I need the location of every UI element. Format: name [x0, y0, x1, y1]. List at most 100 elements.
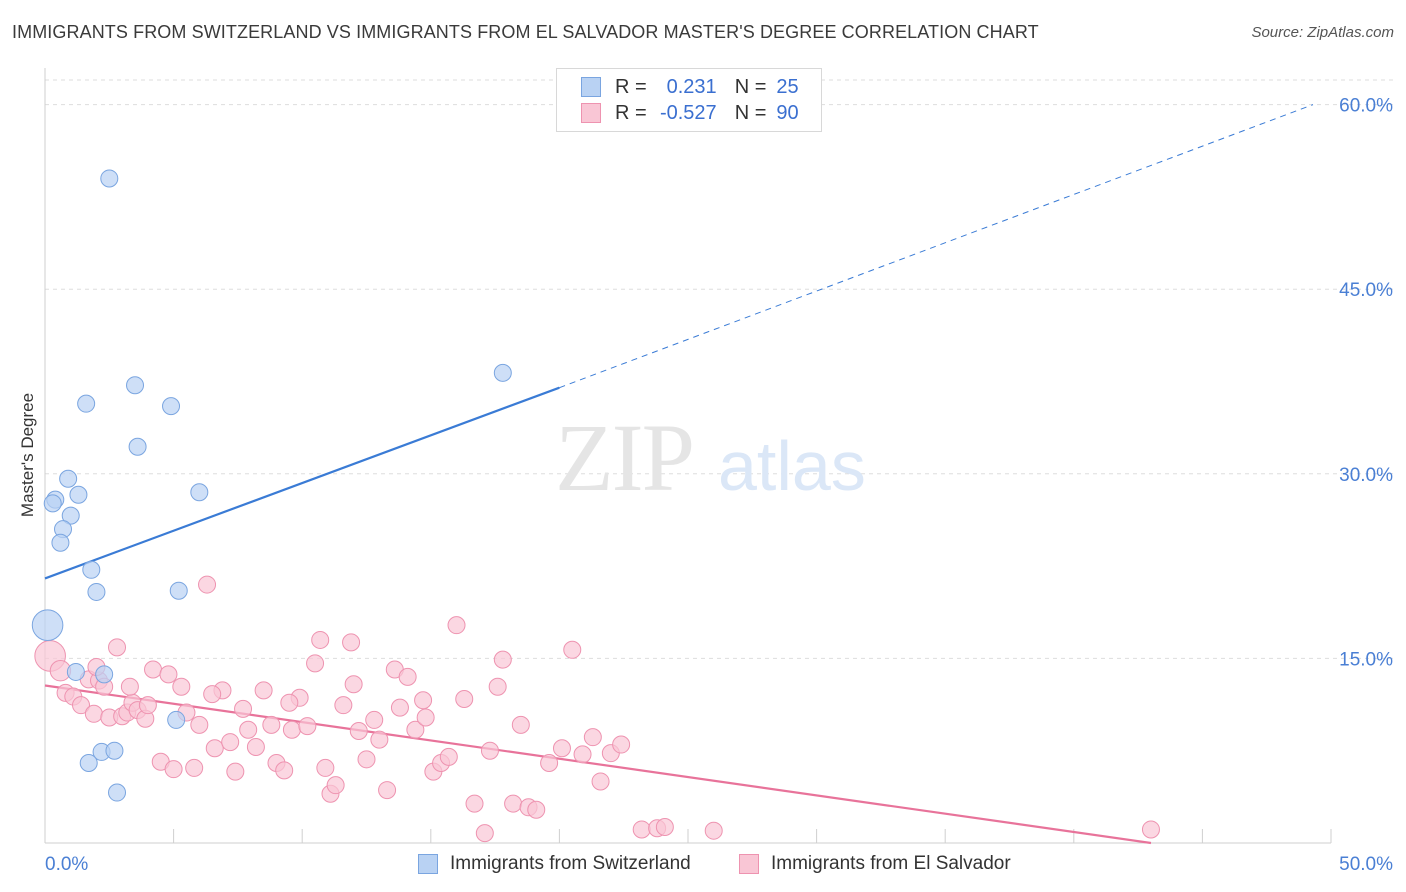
- point-switzerland: [59, 469, 78, 488]
- point-el-salvador: [298, 717, 317, 736]
- point-el-salvador: [144, 660, 163, 679]
- point-el-salvador: [475, 824, 494, 843]
- point-el-salvador: [306, 654, 325, 673]
- bottom-legend-el-salvador: Immigrants from El Salvador: [739, 852, 1011, 876]
- point-el-salvador: [390, 698, 409, 717]
- y-axis-label: Master's Degree: [18, 393, 37, 517]
- point-el-salvador: [573, 745, 592, 764]
- point-switzerland: [51, 533, 70, 552]
- point-switzerland: [493, 363, 512, 382]
- point-el-salvador: [406, 720, 425, 739]
- point-el-salvador: [72, 696, 91, 715]
- point-el-salvador: [612, 735, 631, 754]
- point-switzerland: [162, 397, 181, 416]
- point-switzerland: [100, 169, 119, 188]
- point-el-salvador: [282, 720, 301, 739]
- point-el-salvador: [226, 762, 245, 781]
- point-el-salvador: [221, 733, 240, 752]
- trend-lines: [44, 104, 1314, 845]
- chart-title: IMMIGRANTS FROM SWITZERLAND VS IMMIGRANT…: [12, 22, 1039, 42]
- r-value-el-salvador: -0.527: [659, 101, 717, 124]
- n-label: N =: [734, 101, 767, 124]
- y-tick-label: 15.0%: [1339, 649, 1393, 670]
- point-switzerland: [190, 483, 209, 502]
- point-el-salvador: [334, 696, 353, 715]
- source-label: Source: ZipAtlas.com: [1251, 24, 1394, 41]
- point-switzerland: [108, 783, 127, 802]
- point-switzerland: [126, 376, 145, 395]
- point-el-salvador: [205, 739, 224, 758]
- point-el-salvador: [280, 693, 299, 712]
- point-el-salvador: [414, 691, 433, 710]
- n-value-switzerland: 25: [776, 75, 799, 98]
- point-el-salvador: [239, 720, 258, 739]
- point-el-salvador: [511, 715, 530, 734]
- point-el-salvador: [416, 708, 435, 727]
- point-el-salvador: [108, 638, 127, 657]
- point-switzerland: [66, 662, 85, 681]
- point-el-salvador: [583, 728, 602, 747]
- point-el-salvador: [480, 741, 499, 760]
- point-el-salvador: [172, 677, 191, 696]
- point-el-salvador: [120, 677, 139, 696]
- r-label: R =: [615, 101, 647, 124]
- point-el-salvador: [563, 640, 582, 659]
- point-el-salvador: [262, 715, 281, 734]
- point-el-salvador: [311, 630, 330, 649]
- point-switzerland: [43, 494, 62, 513]
- series-switzerland: [31, 169, 512, 802]
- bottom-legend-label-switzerland: Immigrants from Switzerland: [450, 853, 691, 874]
- point-el-salvador: [370, 730, 389, 749]
- point-el-salvador: [632, 820, 651, 839]
- gridlines: [45, 79, 1395, 659]
- point-el-salvador: [704, 821, 723, 840]
- watermark-atlas: atlas: [718, 427, 866, 505]
- point-el-salvador: [344, 675, 363, 694]
- point-el-salvador: [1141, 820, 1160, 839]
- trend-line-switzerland: [44, 386, 560, 580]
- trend-extension-switzerland: [559, 104, 1314, 389]
- point-el-salvador: [349, 722, 368, 741]
- r-value-switzerland: 0.231: [666, 75, 717, 98]
- point-el-salvador: [455, 690, 474, 709]
- x-tick-label: 0.0%: [45, 854, 88, 875]
- point-el-salvador: [357, 750, 376, 769]
- point-switzerland: [87, 582, 106, 601]
- point-switzerland: [105, 741, 124, 760]
- y-tick-label: 60.0%: [1339, 96, 1393, 117]
- watermark-zip: ZIP: [555, 404, 693, 511]
- point-el-salvador: [504, 794, 523, 813]
- point-switzerland: [82, 560, 101, 579]
- axes: [44, 68, 1332, 844]
- point-el-salvador: [84, 704, 103, 723]
- bottom-legend-swatch-switzerland: [418, 854, 438, 874]
- point-el-salvador: [365, 710, 384, 729]
- trend-line-el-salvador: [44, 684, 1152, 845]
- point-el-salvador: [326, 776, 345, 795]
- point-el-salvador: [488, 677, 507, 696]
- x-tick-label: 50.0%: [1339, 854, 1393, 875]
- point-el-salvador: [540, 754, 559, 773]
- legend-row-switzerland: R = 0.231 N = 25: [581, 74, 799, 100]
- point-el-salvador: [164, 760, 183, 779]
- point-switzerland: [167, 710, 186, 729]
- point-switzerland: [128, 437, 147, 456]
- point-el-salvador: [398, 667, 417, 686]
- point-el-salvador: [275, 761, 294, 780]
- point-el-salvador: [185, 758, 204, 777]
- point-el-salvador: [342, 633, 361, 652]
- point-el-salvador: [655, 818, 674, 837]
- y-tick-label: 30.0%: [1339, 465, 1393, 486]
- r-label: R =: [615, 75, 647, 98]
- tick-labels: 15.0% 30.0% 45.0% 60.0% 0.0% 50.0%: [45, 96, 1393, 875]
- point-switzerland: [77, 394, 96, 413]
- point-switzerland: [69, 485, 88, 504]
- bottom-legend-label-el-salvador: Immigrants from El Salvador: [771, 853, 1011, 874]
- point-switzerland: [61, 506, 80, 525]
- point-el-salvador: [203, 685, 222, 704]
- legend-row-el-salvador: R = -0.527 N = 90: [581, 100, 799, 126]
- point-el-salvador: [378, 781, 397, 800]
- point-el-salvador: [254, 681, 273, 700]
- legend-swatch-switzerland: [581, 77, 601, 97]
